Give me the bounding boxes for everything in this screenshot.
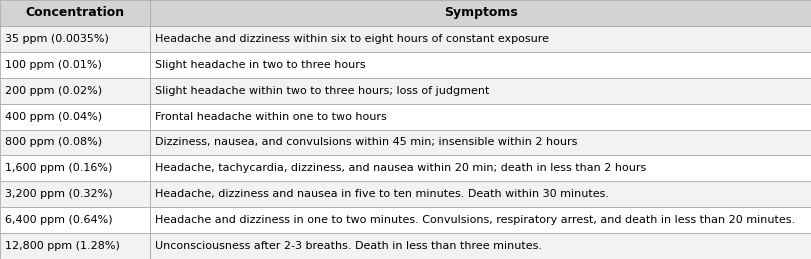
Bar (0, 26, 150, 52)
Text: Concentration: Concentration (25, 6, 125, 19)
Bar (0, 155, 150, 181)
Text: 35 ppm (0.0035%): 35 ppm (0.0035%) (5, 34, 109, 44)
Text: 100 ppm (0.01%): 100 ppm (0.01%) (5, 60, 101, 70)
Text: 12,800 ppm (1.28%): 12,800 ppm (1.28%) (5, 241, 119, 251)
Text: Dizziness, nausea, and convulsions within 45 min; insensible within 2 hours: Dizziness, nausea, and convulsions withi… (155, 138, 577, 147)
Text: Headache and dizziness in one to two minutes. Convulsions, respiratory arrest, a: Headache and dizziness in one to two min… (155, 215, 794, 225)
Bar (0, 130, 150, 155)
Bar (0, 233, 150, 259)
Text: Slight headache in two to three hours: Slight headache in two to three hours (155, 60, 365, 70)
Bar (150, 233, 811, 259)
Text: 6,400 ppm (0.64%): 6,400 ppm (0.64%) (5, 215, 113, 225)
Text: Headache and dizziness within six to eight hours of constant exposure: Headache and dizziness within six to eig… (155, 34, 548, 44)
Text: Unconsciousness after 2-3 breaths. Death in less than three minutes.: Unconsciousness after 2-3 breaths. Death… (155, 241, 542, 251)
Bar (150, 0, 811, 26)
Text: 3,200 ppm (0.32%): 3,200 ppm (0.32%) (5, 189, 113, 199)
Text: 800 ppm (0.08%): 800 ppm (0.08%) (5, 138, 102, 147)
Bar (0, 52, 150, 78)
Bar (150, 181, 811, 207)
Bar (150, 26, 811, 52)
Bar (150, 130, 811, 155)
Text: Frontal headache within one to two hours: Frontal headache within one to two hours (155, 112, 386, 121)
Bar (0, 0, 150, 26)
Text: 400 ppm (0.04%): 400 ppm (0.04%) (5, 112, 102, 121)
Text: Headache, tachycardia, dizziness, and nausea within 20 min; death in less than 2: Headache, tachycardia, dizziness, and na… (155, 163, 646, 173)
Bar (0, 78, 150, 104)
Text: Symptoms: Symptoms (444, 6, 517, 19)
Text: 1,600 ppm (0.16%): 1,600 ppm (0.16%) (5, 163, 112, 173)
Bar (0, 104, 150, 130)
Bar (0, 207, 150, 233)
Text: 200 ppm (0.02%): 200 ppm (0.02%) (5, 86, 102, 96)
Bar (0, 181, 150, 207)
Text: Headache, dizziness and nausea in five to ten minutes. Death within 30 minutes.: Headache, dizziness and nausea in five t… (155, 189, 608, 199)
Bar (150, 155, 811, 181)
Bar (150, 52, 811, 78)
Bar (150, 104, 811, 130)
Bar (150, 78, 811, 104)
Text: Slight headache within two to three hours; loss of judgment: Slight headache within two to three hour… (155, 86, 489, 96)
Bar (150, 207, 811, 233)
